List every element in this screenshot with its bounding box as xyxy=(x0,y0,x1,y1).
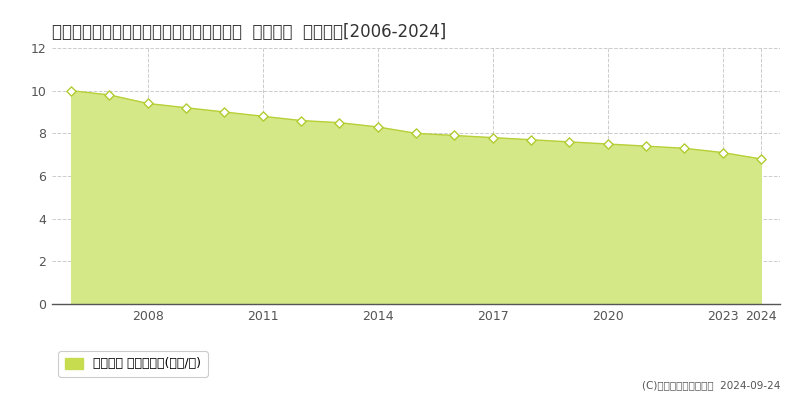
Legend: 公示地価 平均坪単価(万円/坪): 公示地価 平均坪単価(万円/坪) xyxy=(58,351,207,377)
Point xyxy=(371,124,384,130)
Point xyxy=(678,145,690,152)
Point xyxy=(563,139,576,145)
Point xyxy=(180,104,193,111)
Point xyxy=(716,149,729,156)
Point xyxy=(256,113,269,120)
Point xyxy=(601,141,614,147)
Point xyxy=(639,143,652,149)
Point xyxy=(448,132,461,139)
Point xyxy=(218,109,231,115)
Point xyxy=(486,134,499,141)
Point xyxy=(65,88,78,94)
Point xyxy=(754,156,767,162)
Point xyxy=(294,117,307,124)
Point xyxy=(410,130,422,136)
Point xyxy=(333,120,346,126)
Text: 島根県隠岐郡隠岐の島町有木月無４番７外  公示地価  地価推移[2006-2024]: 島根県隠岐郡隠岐の島町有木月無４番７外 公示地価 地価推移[2006-2024] xyxy=(52,23,446,41)
Point xyxy=(103,92,116,98)
Text: (C)土地価格ドットコム  2024-09-24: (C)土地価格ドットコム 2024-09-24 xyxy=(642,380,780,390)
Point xyxy=(142,100,154,107)
Point xyxy=(525,136,538,143)
